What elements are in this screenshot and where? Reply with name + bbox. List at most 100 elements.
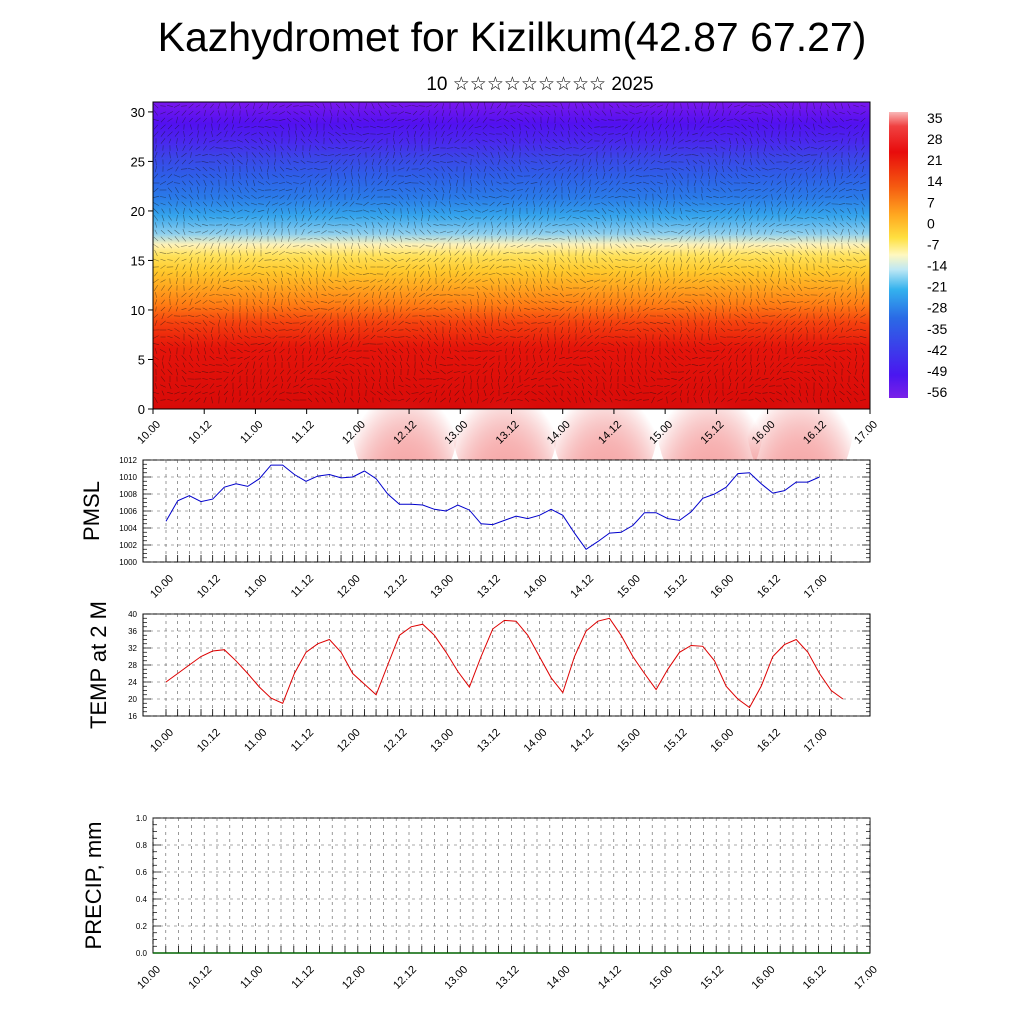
wind-vector [588, 362, 592, 368]
wind-vector [790, 187, 796, 193]
wind-vector [356, 125, 362, 129]
wind-vector [512, 144, 514, 152]
wind-vector [412, 397, 418, 403]
wind-vector [664, 238, 670, 240]
wind-vector [349, 334, 355, 340]
wind-vector [203, 278, 207, 284]
wind-vector [209, 173, 215, 179]
wind-vector [442, 333, 444, 341]
wind-vector [798, 124, 802, 130]
wind-vector [278, 182, 286, 184]
wind-vector [210, 271, 214, 277]
colorbar-label: -28 [927, 300, 947, 316]
wind-vector [862, 229, 864, 235]
wind-vector [209, 229, 215, 235]
wind-vector [475, 138, 481, 144]
wind-vector [608, 104, 614, 108]
wind-vector [763, 180, 767, 186]
wind-vector [610, 376, 612, 382]
wind-vector [657, 104, 663, 108]
wind-vector [476, 194, 480, 200]
wind-vector [482, 250, 488, 256]
wind-vector [293, 182, 299, 184]
wind-vector [447, 294, 453, 296]
wind-vector [330, 187, 332, 193]
wind-vector [777, 145, 781, 151]
wind-vector [565, 300, 573, 304]
wind-vector [279, 348, 285, 354]
wind-vector [272, 306, 278, 312]
wind-vector [642, 181, 650, 185]
wind-vector [805, 390, 809, 396]
wind-vector [335, 236, 341, 242]
wind-vector [649, 168, 657, 170]
wind-vector [355, 203, 363, 205]
wind-vector [726, 119, 734, 121]
wind-vector [203, 264, 207, 270]
wind-vector [356, 273, 362, 275]
wind-vector [545, 168, 551, 170]
wind-vector [153, 131, 159, 137]
wind-vector [391, 251, 397, 255]
wind-vector [624, 312, 626, 320]
wind-vector [432, 378, 440, 380]
wind-vector [405, 307, 411, 311]
wind-vector [398, 104, 404, 108]
wind-vector [567, 137, 571, 145]
wind-vector [175, 222, 179, 228]
wind-vector [405, 201, 411, 207]
wind-vector [455, 341, 459, 347]
wind-vector [747, 174, 755, 178]
wind-vector [609, 355, 613, 361]
wind-vector [307, 251, 313, 255]
wind-vector [342, 166, 348, 172]
wind-vector [574, 390, 578, 396]
wind-vector [176, 116, 178, 124]
wind-vector [468, 369, 474, 375]
y-tick-label: 25 [131, 154, 145, 169]
wind-vector [469, 201, 473, 207]
wind-vector [768, 238, 776, 240]
wind-vector [538, 258, 544, 262]
wind-vector [356, 118, 362, 122]
wind-vector [811, 216, 817, 220]
wind-vector [678, 383, 684, 389]
wind-vector [316, 264, 318, 270]
wind-vector [153, 284, 159, 292]
wind-vector [442, 193, 444, 201]
wind-vector [189, 256, 193, 264]
wind-vector [503, 131, 509, 137]
wind-vector [574, 158, 578, 166]
wind-vector [673, 201, 675, 207]
wind-vector [525, 369, 529, 375]
wind-vector [188, 208, 194, 214]
wind-vector [798, 250, 802, 256]
wind-vector [392, 145, 396, 151]
wind-vector [812, 250, 816, 256]
wind-vector [608, 133, 614, 135]
wind-vector [154, 229, 158, 235]
wind-vector [735, 215, 739, 221]
wind-vector [580, 341, 586, 347]
wind-vector [727, 342, 733, 346]
wind-vector [307, 138, 313, 144]
wind-vector [663, 160, 671, 164]
wind-vector [532, 131, 536, 137]
wind-vector [700, 173, 704, 179]
wind-vector [532, 292, 536, 298]
wind-vector [839, 111, 845, 115]
wind-vector [525, 362, 529, 368]
wind-vector [230, 140, 236, 142]
wind-vector [259, 159, 263, 165]
wind-vector [350, 257, 354, 263]
wind-vector [418, 314, 426, 318]
wind-vector [636, 152, 642, 158]
wind-vector [755, 258, 761, 262]
wind-vector [510, 369, 516, 375]
wind-vector [413, 228, 417, 236]
wind-vector [491, 285, 493, 291]
wind-vector [286, 272, 292, 276]
wind-vector [398, 384, 404, 388]
wind-vector [393, 130, 395, 138]
